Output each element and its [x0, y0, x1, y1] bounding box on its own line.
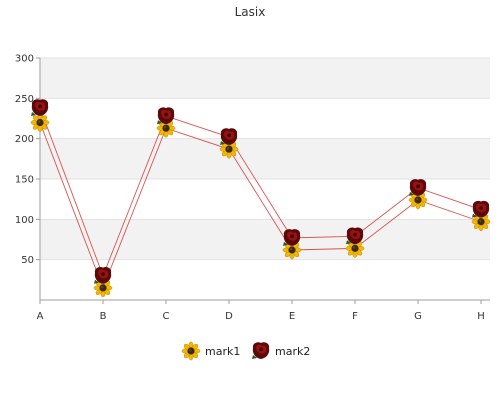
y-ticks: 50 100 150 200 250 300 [15, 54, 40, 266]
y-tick-label: 50 [21, 255, 34, 266]
y-tick-label: 100 [15, 215, 34, 226]
x-tick-label: C [163, 311, 170, 322]
x-tick-label: B [100, 311, 107, 322]
x-tick-label: F [352, 311, 358, 322]
data-points [30, 99, 491, 298]
y-tick-label: 250 [15, 94, 34, 105]
series-line-mark2 [39, 107, 482, 278]
grid-bands [40, 57, 490, 261]
grid-band [40, 138, 490, 179]
data-point-mark1-A [30, 112, 50, 133]
x-tick-label: A [37, 311, 44, 322]
series-lines [39, 107, 482, 290]
x-tick-label: H [477, 311, 485, 322]
grid-band [40, 219, 490, 260]
y-tick-label: 200 [15, 134, 34, 145]
x-tick-label: E [289, 311, 295, 322]
chart-title: Lasix [235, 5, 266, 19]
legend-marker-mark2 [252, 342, 270, 359]
y-tick-label: 150 [15, 175, 34, 186]
legend-label-mark2: mark2 [275, 345, 310, 358]
x-ticks: A B C D E F G H [37, 300, 485, 322]
y-tick-label: 300 [15, 54, 34, 65]
grid-band [40, 58, 490, 99]
data-point-mark2-A [31, 99, 49, 117]
x-tick-label: D [225, 311, 233, 322]
legend-marker-mark1 [181, 341, 201, 361]
legend-label-mark1: mark1 [205, 345, 240, 358]
series-line-mark1 [39, 122, 482, 290]
x-tick-label: G [414, 311, 422, 322]
legend: mark1 mark2 [181, 341, 310, 361]
